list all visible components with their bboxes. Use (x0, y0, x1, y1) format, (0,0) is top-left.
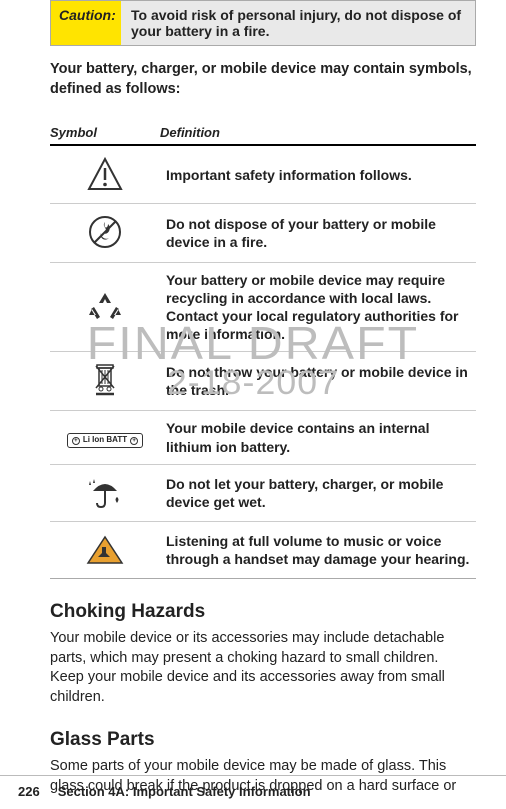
symbol-cell (50, 204, 160, 262)
table-row: Do not let your battery, charger, or mob… (50, 464, 476, 521)
definition-cell: Listening at full volume to music or voi… (160, 522, 476, 579)
page-footer: 226 Section 4A: Important Safety Informa… (0, 775, 506, 799)
definition-cell: Do not throw your battery or mobile devi… (160, 352, 476, 411)
symbol-table: Symbol Definition Important safety infor… (50, 121, 476, 579)
no-trash-icon (84, 360, 126, 400)
th-symbol: Symbol (50, 121, 160, 145)
table-row: + Li Ion BATT + Your mobile device conta… (50, 411, 476, 464)
choking-hazards-body: Your mobile device or its accessories ma… (50, 629, 476, 707)
definition-cell: Do not let your battery, charger, or mob… (160, 464, 476, 521)
no-water-umbrella-icon (84, 473, 126, 513)
caution-text: To avoid risk of personal injury, do not… (121, 1, 475, 45)
symbol-cell (50, 464, 160, 521)
page-number: 226 (18, 784, 40, 799)
warning-triangle-icon (84, 154, 126, 194)
glass-parts-heading: Glass Parts (50, 729, 476, 751)
li-ion-text: Li Ion BATT (83, 435, 127, 445)
definition-cell: Your mobile device contains an internal … (160, 411, 476, 464)
hearing-damage-icon (84, 530, 126, 570)
recycle-icon (84, 287, 126, 327)
caution-box: Caution: To avoid risk of personal injur… (50, 0, 476, 46)
table-row: Do not dispose of your battery or mobile… (50, 204, 476, 262)
th-definition: Definition (160, 121, 476, 145)
symbol-cell: + Li Ion BATT + (50, 411, 160, 464)
symbol-cell (50, 262, 160, 352)
intro-paragraph: Your battery, charger, or mobile device … (50, 60, 476, 99)
caution-label: Caution: (51, 1, 121, 45)
no-fire-icon (84, 212, 126, 252)
choking-hazards-heading: Choking Hazards (50, 601, 476, 623)
table-row: Do not throw your battery or mobile devi… (50, 352, 476, 411)
definition-cell: Important safety information follows. (160, 145, 476, 204)
symbol-cell (50, 522, 160, 579)
table-row: Listening at full volume to music or voi… (50, 522, 476, 579)
section-title: Section 4A: Important Safety Information (58, 784, 311, 799)
symbol-cell (50, 145, 160, 204)
table-row: Your battery or mobile device may requir… (50, 262, 476, 352)
table-row: Important safety information follows. (50, 145, 476, 204)
definition-cell: Do not dispose of your battery or mobile… (160, 204, 476, 262)
definition-cell: Your battery or mobile device may requir… (160, 262, 476, 352)
li-ion-batt-icon: + Li Ion BATT + (67, 433, 143, 447)
symbol-cell (50, 352, 160, 411)
